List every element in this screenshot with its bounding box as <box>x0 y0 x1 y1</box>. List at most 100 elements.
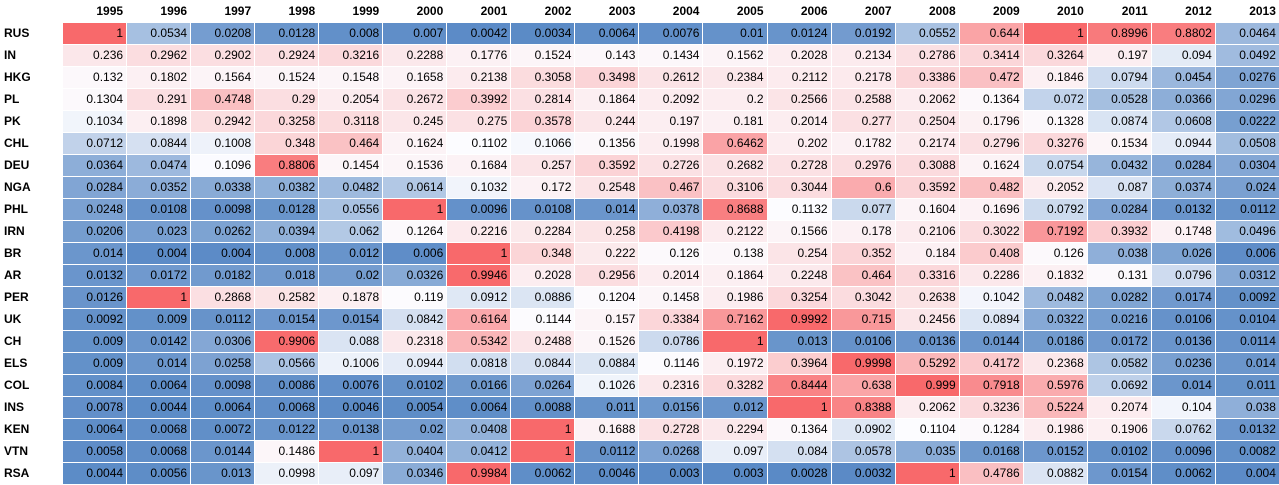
heatmap-cell: 0.0056 <box>127 463 191 485</box>
heatmap-cell: 0.094 <box>1151 45 1215 67</box>
heatmap-cell: 0.9998 <box>831 353 895 375</box>
heatmap-cell: 0.0482 <box>1023 287 1087 309</box>
heatmap-cell: 0.0144 <box>191 441 255 463</box>
heatmap-cell: 0.2052 <box>1023 177 1087 199</box>
heatmap-cell: 0.6462 <box>703 133 767 155</box>
heatmap-cell: 0.0106 <box>831 331 895 353</box>
heatmap-cell: 0.5976 <box>1023 375 1087 397</box>
heatmap-cell: 0.2588 <box>831 89 895 111</box>
heatmap-cell: 0.014 <box>575 199 639 221</box>
heatmap-cell: 0.184 <box>895 243 959 265</box>
heatmap-cell: 0.3042 <box>831 287 895 309</box>
heatmap-cell: 0.0236 <box>1151 353 1215 375</box>
column-header-2005: 2005 <box>703 1 767 23</box>
heatmap-cell: 0.2248 <box>767 265 831 287</box>
heatmap-cell: 0.038 <box>1215 397 1279 419</box>
heatmap-cell: 0.0154 <box>319 309 383 331</box>
heatmap-cell: 0.0128 <box>255 199 319 221</box>
heatmap-cell: 0.29 <box>255 89 319 111</box>
heatmap-cell: 0.0142 <box>127 331 191 353</box>
heatmap-cell: 0.0614 <box>383 177 447 199</box>
heatmap-cell: 0.0114 <box>1215 331 1279 353</box>
heatmap-cell: 0.0284 <box>1151 155 1215 177</box>
heatmap-cell: 0.999 <box>895 375 959 397</box>
heatmap-cell: 0.0104 <box>1215 309 1279 331</box>
heatmap-cell: 0.011 <box>1215 375 1279 397</box>
heatmap-cell: 0.236 <box>63 45 127 67</box>
heatmap-cell: 0.1356 <box>575 133 639 155</box>
heatmap-cell: 0.638 <box>831 375 895 397</box>
heatmap-cell: 0.126 <box>639 243 703 265</box>
heatmap-cell: 0.0432 <box>1087 155 1151 177</box>
heatmap-cell: 0.0132 <box>63 265 127 287</box>
column-header-1996: 1996 <box>127 1 191 23</box>
heatmap-cell: 0.2368 <box>1023 353 1087 375</box>
heatmap-cell: 0.0102 <box>1087 441 1151 463</box>
heatmap-cell: 0.3592 <box>895 177 959 199</box>
heatmap-cell: 1 <box>63 23 127 45</box>
heatmap-cell: 0.202 <box>767 133 831 155</box>
heatmap-cell: 0.104 <box>1151 397 1215 419</box>
heatmap-cell: 0.1102 <box>447 133 511 155</box>
heatmap-cell: 0.0792 <box>1023 199 1087 221</box>
heatmap-cell: 0.084 <box>767 441 831 463</box>
heatmap-cell: 0.0058 <box>63 441 127 463</box>
heatmap-cell: 0.1328 <box>1023 111 1087 133</box>
column-header-2007: 2007 <box>831 1 895 23</box>
heatmap-cell: 0.2286 <box>959 265 1023 287</box>
heatmap-cell: 0.467 <box>639 177 703 199</box>
heatmap-cell: 0.0102 <box>383 375 447 397</box>
heatmap-cell: 0.2384 <box>703 67 767 89</box>
heatmap-cell: 0.126 <box>1023 243 1087 265</box>
heatmap-cell: 0.0098 <box>191 375 255 397</box>
heatmap-cell: 0.8688 <box>703 199 767 221</box>
row-label-vtn: VTN <box>1 441 63 463</box>
heatmap-cell: 0.2868 <box>191 287 255 309</box>
heatmap-cell: 0.0262 <box>191 221 255 243</box>
heatmap-cell: 0.0172 <box>127 265 191 287</box>
heatmap-cell: 0.2638 <box>895 287 959 309</box>
heatmap-cell: 0.2976 <box>831 155 895 177</box>
heatmap-cell: 0.2962 <box>127 45 191 67</box>
heatmap-cell: 0.007 <box>383 23 447 45</box>
heatmap-cell: 0.1534 <box>1087 133 1151 155</box>
row-label-ch: CH <box>1 331 63 353</box>
heatmap-cell: 0.2028 <box>511 265 575 287</box>
heatmap-cell: 0.138 <box>703 243 767 265</box>
heatmap-cell: 0.4748 <box>191 89 255 111</box>
heatmap-cell: 0.0154 <box>255 309 319 331</box>
heatmap-cell: 0.0296 <box>1215 89 1279 111</box>
heatmap-cell: 0.004 <box>127 243 191 265</box>
row-label-hkg: HKG <box>1 67 63 89</box>
heatmap-cell: 0.1658 <box>383 67 447 89</box>
heatmap-cell: 0.0944 <box>1151 133 1215 155</box>
heatmap-cell: 0.258 <box>575 221 639 243</box>
heatmap-cell: 0.0064 <box>191 397 255 419</box>
heatmap-cell: 0.2726 <box>639 155 703 177</box>
heatmap-cell: 0.008 <box>319 23 383 45</box>
heatmap-cell: 0.3106 <box>703 177 767 199</box>
heatmap-cell: 0.181 <box>703 111 767 133</box>
heatmap-cell: 0.1972 <box>703 353 767 375</box>
heatmap-cell: 1 <box>383 199 447 221</box>
heatmap-cell: 0.1132 <box>767 199 831 221</box>
heatmap-cell: 0.348 <box>255 133 319 155</box>
heatmap-cell: 0.2122 <box>703 221 767 243</box>
heatmap-cell: 0.0064 <box>63 419 127 441</box>
heatmap-cell: 0.0608 <box>1151 111 1215 133</box>
heatmap-cell: 0.3254 <box>767 287 831 309</box>
heatmap-cell: 0.0084 <box>63 375 127 397</box>
heatmap-cell: 0.0128 <box>255 23 319 45</box>
heatmap-cell: 0.2942 <box>191 111 255 133</box>
heatmap-cell: 0.0844 <box>511 353 575 375</box>
heatmap-cell: 0.1796 <box>959 111 1023 133</box>
heatmap-cell: 0.2814 <box>511 89 575 111</box>
heatmap-cell: 0.5342 <box>447 331 511 353</box>
heatmap-cell: 0.0154 <box>1087 463 1151 485</box>
heatmap-cell: 0.004 <box>1215 463 1279 485</box>
heatmap-cell: 0.0138 <box>319 419 383 441</box>
row-label-in: IN <box>1 45 63 67</box>
